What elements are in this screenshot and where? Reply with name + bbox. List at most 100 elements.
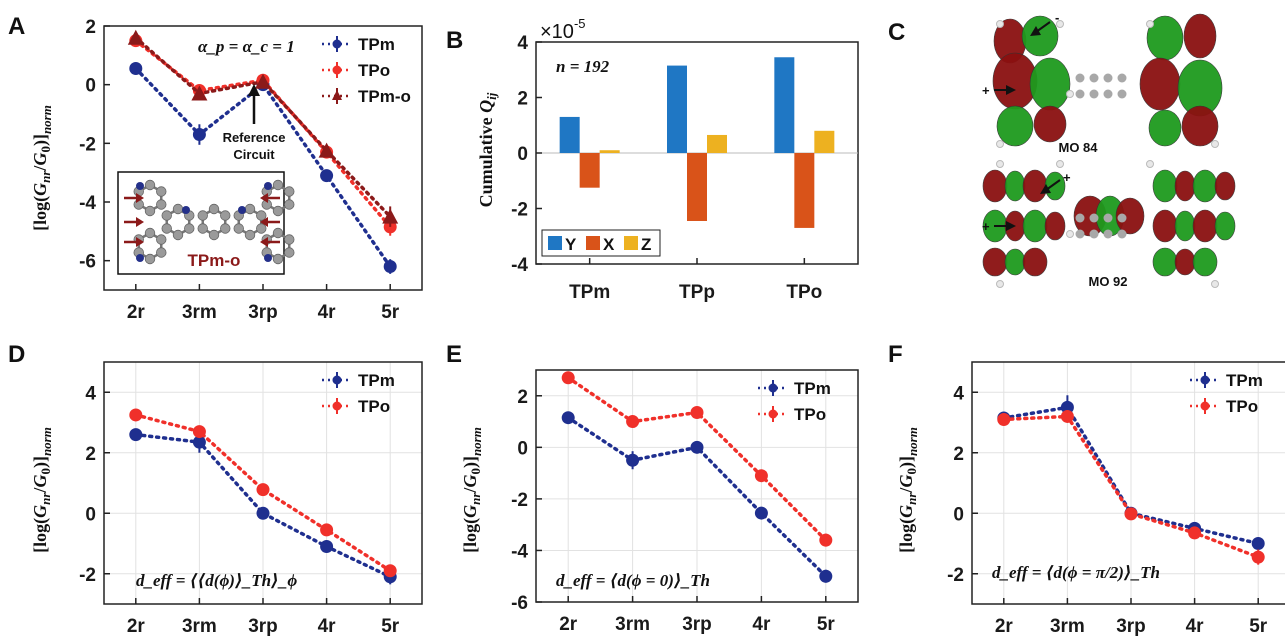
data-point-tpo <box>819 533 833 547</box>
xtick-label-f: 3rp <box>1116 616 1146 637</box>
atom <box>1117 89 1127 99</box>
panel-letter-c: C <box>888 19 905 46</box>
data-point-tpo <box>626 415 640 429</box>
series-line-tpo <box>134 413 392 573</box>
ylabel-f: [log(Gnr/G0)]norm <box>896 427 920 553</box>
bar-y <box>559 116 580 153</box>
xtick-label-e: 3rp <box>682 614 712 635</box>
data-point-tpm <box>192 435 206 449</box>
nitrogen-atom <box>136 254 144 262</box>
data-point-tpm <box>690 440 704 454</box>
atom <box>1117 73 1127 83</box>
legend-marker-tpm <box>332 375 342 385</box>
xtick-label-e: 2r <box>559 614 578 635</box>
orbital-lobe-green <box>1192 247 1218 277</box>
orbital-lobe-red <box>1033 105 1067 143</box>
deff-annotation-d: d_eff = ⟨⟨d(ϕ)⟩_Th⟩_ϕ <box>136 571 297 590</box>
atom <box>144 253 156 265</box>
atom <box>1075 73 1085 83</box>
legend-marker-tpo <box>332 401 342 411</box>
reference-label-line1: Reference <box>223 130 286 145</box>
legend-marker-tpo <box>332 65 342 75</box>
series-line-tpo <box>134 38 392 229</box>
orbital-lobe-green <box>1029 57 1071 111</box>
data-point-tpm <box>819 569 833 583</box>
xtick-label-a: 5r <box>381 302 400 323</box>
xtick-label-f: 4r <box>1186 616 1205 637</box>
svg-text:[log(Gnr/G0)]norm: [log(Gnr/G0)]norm <box>896 427 920 553</box>
hydrogen-atom <box>996 20 1004 28</box>
ylabel-a: [log(Gnr/G0)]norm <box>30 105 54 231</box>
data-point-tpm <box>561 411 575 425</box>
ytick-label-b: -4 <box>511 255 528 276</box>
atom <box>208 203 220 215</box>
legend-swatch-z <box>624 236 638 250</box>
data-point-tpm <box>320 540 334 554</box>
bar-z <box>707 134 727 153</box>
ytick-label-a: 2 <box>85 17 96 38</box>
panel-letter-b: B <box>446 27 463 54</box>
ytick-label-b: 2 <box>517 89 528 110</box>
ytick-label-e: 0 <box>517 438 528 459</box>
atom <box>184 223 195 234</box>
panel-letter-f: F <box>888 341 903 368</box>
arrow-head <box>260 237 268 247</box>
data-point-tpm <box>129 62 143 76</box>
ytick-label-d: 4 <box>85 383 96 404</box>
ylabel-e: [log(Gnr/G0)]norm <box>460 427 484 553</box>
orbital-lobe-green <box>1152 247 1178 277</box>
legend-label-tpm: TPm <box>1226 371 1263 390</box>
ytick-label-b: -2 <box>511 200 528 221</box>
atom <box>197 223 208 234</box>
orbital-lobe-red <box>1139 57 1181 111</box>
ytick-label-a: -4 <box>79 193 96 214</box>
legend-swatch-y <box>548 236 562 250</box>
legend-marker-tpo <box>768 409 778 419</box>
orbital-lobe-green <box>1004 248 1026 276</box>
atom <box>208 229 220 241</box>
bar-z <box>814 130 835 153</box>
data-point-tpm <box>1060 400 1074 414</box>
svg-text:[log(Gnr/G0)]norm: [log(Gnr/G0)]norm <box>30 427 54 553</box>
svg-text:Cumulative Qij: Cumulative Qij <box>476 92 499 207</box>
atom <box>233 223 244 234</box>
bar-y <box>774 57 795 154</box>
orbital-lobe-green <box>1214 211 1236 241</box>
data-point-tpo <box>754 469 768 483</box>
atom <box>144 179 156 191</box>
atom <box>161 223 172 234</box>
arrow-head <box>136 237 144 247</box>
legend-label-x: X <box>603 235 615 254</box>
ytick-label-a: -2 <box>79 134 96 155</box>
deff-annotation-e: d_eff = ⟨d(ϕ = 0)⟩_Th <box>556 571 710 590</box>
atom <box>284 247 295 258</box>
xtick-label-a: 3rm <box>182 302 217 323</box>
xtick-label-d: 2r <box>127 616 146 637</box>
data-point-tpo <box>383 564 397 578</box>
charge-arrows: - + + + <box>982 10 1071 234</box>
legend-marker-tpm-o <box>332 90 342 100</box>
atom <box>1089 73 1099 83</box>
legend-label-tpo: TPo <box>794 405 826 424</box>
data-point-tpm <box>256 506 270 520</box>
atom <box>1075 229 1085 239</box>
legend-label-tpm: TPm <box>358 35 395 54</box>
mo-84-label: MO 84 <box>1058 140 1098 155</box>
xtick-label-e: 3rm <box>615 614 650 635</box>
ytick-label-a: -6 <box>79 252 96 273</box>
arrow-head <box>260 217 268 227</box>
legend-swatch-x <box>586 236 600 250</box>
orbital-lobe-red <box>1214 171 1236 201</box>
nitrogen-atom <box>238 206 246 214</box>
data-point-tpm <box>192 128 206 142</box>
legend-label-tpo: TPo <box>358 61 390 80</box>
ytick-label-b: 4 <box>517 33 528 54</box>
mo-84-image <box>992 13 1223 148</box>
atom <box>244 203 256 215</box>
bar-x <box>794 153 815 228</box>
orbital-lobe-red <box>982 169 1008 203</box>
orbital-lobe-red <box>1192 209 1218 243</box>
mo-92-image <box>982 160 1236 288</box>
atom <box>272 205 284 217</box>
